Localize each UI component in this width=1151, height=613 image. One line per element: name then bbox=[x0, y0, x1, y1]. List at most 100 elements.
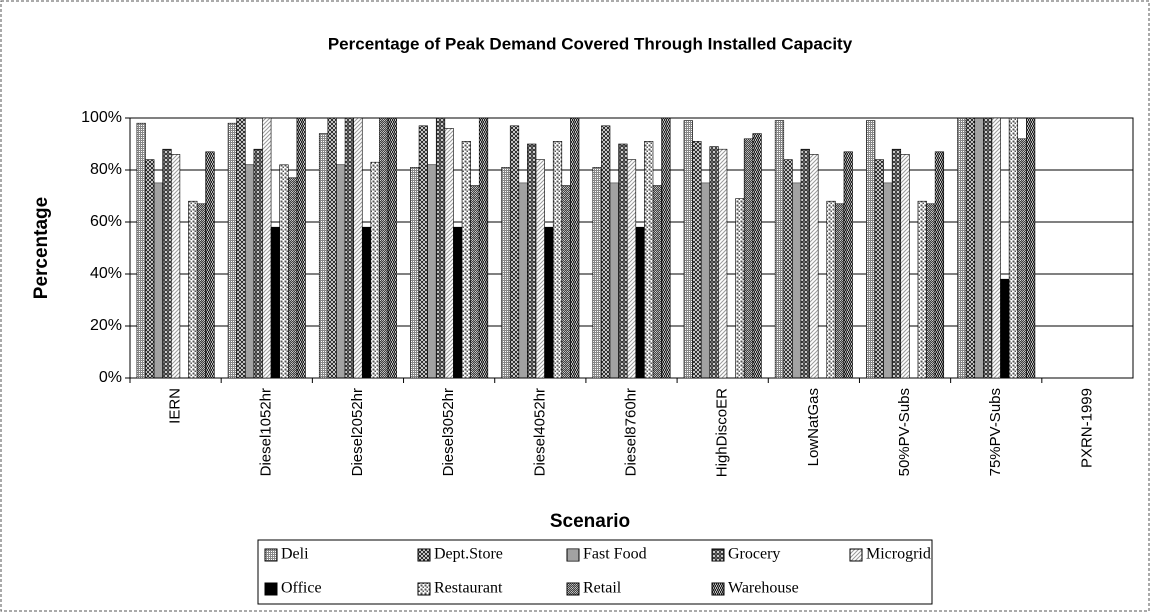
y-tick-label: 100% bbox=[81, 109, 122, 126]
y-tick-label: 20% bbox=[90, 317, 122, 334]
bar bbox=[835, 203, 845, 379]
bar bbox=[427, 164, 437, 379]
legend-label: Office bbox=[281, 580, 322, 597]
bar bbox=[809, 154, 819, 379]
bar bbox=[244, 164, 255, 379]
bar bbox=[361, 226, 372, 379]
bar bbox=[709, 146, 719, 379]
bar bbox=[934, 151, 945, 379]
bar bbox=[783, 159, 793, 379]
bar bbox=[874, 159, 884, 379]
legend-swatch bbox=[849, 548, 863, 562]
bar bbox=[718, 148, 728, 379]
x-tick-label: Diesel2052hr bbox=[349, 388, 366, 476]
bar bbox=[501, 167, 511, 379]
bar bbox=[236, 117, 246, 379]
bar bbox=[410, 167, 420, 379]
bar bbox=[661, 117, 671, 379]
bar bbox=[318, 133, 329, 379]
bar bbox=[609, 182, 619, 379]
bar bbox=[535, 159, 545, 379]
bar bbox=[1000, 278, 1010, 379]
bar bbox=[774, 120, 785, 379]
bar bbox=[444, 128, 454, 379]
bar bbox=[1026, 117, 1036, 379]
bar bbox=[561, 185, 571, 379]
legend-label: Restaurant bbox=[434, 580, 503, 597]
bar bbox=[188, 200, 198, 379]
legend-swatch bbox=[264, 548, 278, 562]
bar bbox=[957, 117, 967, 379]
bar bbox=[344, 117, 354, 379]
bar bbox=[692, 141, 702, 379]
legend-swatch bbox=[417, 548, 431, 562]
bar bbox=[418, 125, 428, 379]
bar bbox=[792, 182, 802, 379]
bar bbox=[926, 203, 936, 379]
x-axis-label: Scenario bbox=[550, 511, 630, 532]
bar bbox=[826, 200, 836, 379]
bar bbox=[866, 120, 876, 379]
bar bbox=[883, 182, 893, 379]
legend-label: Fast Food bbox=[583, 546, 647, 563]
bar bbox=[652, 185, 662, 379]
bar bbox=[153, 182, 163, 379]
bar bbox=[900, 154, 910, 379]
bar bbox=[592, 167, 602, 379]
bar bbox=[453, 226, 463, 379]
x-tick-label: PXRN-1999 bbox=[1078, 388, 1095, 468]
y-tick-label: 0% bbox=[99, 369, 122, 386]
legend-swatch bbox=[417, 582, 431, 596]
bar bbox=[327, 117, 337, 379]
bar bbox=[965, 117, 976, 379]
legend-label: Deli bbox=[281, 546, 309, 563]
legend-label: Microgrid bbox=[866, 546, 931, 563]
x-tick-label: IERN bbox=[167, 388, 184, 424]
bar bbox=[336, 164, 346, 379]
bar bbox=[387, 117, 397, 379]
x-tick-label: LowNatGas bbox=[805, 388, 822, 466]
x-tick-label: Diesel4052hr bbox=[531, 388, 548, 476]
bar bbox=[136, 122, 146, 379]
bar bbox=[379, 117, 389, 379]
legend-label: Dept.Store bbox=[434, 546, 503, 563]
y-axis-label: Percentage bbox=[31, 197, 52, 299]
legend-swatch bbox=[566, 582, 580, 596]
legend-swatch bbox=[566, 548, 580, 562]
bar bbox=[196, 203, 206, 379]
bar bbox=[470, 185, 480, 379]
legend-label: Retail bbox=[583, 580, 622, 597]
bar bbox=[752, 133, 762, 379]
y-tick-label: 80% bbox=[90, 161, 122, 178]
bar bbox=[296, 117, 306, 379]
x-tick-label: HighDiscoER bbox=[714, 388, 731, 477]
bar bbox=[270, 226, 280, 379]
bar bbox=[162, 148, 172, 379]
bar bbox=[370, 161, 380, 379]
bar bbox=[917, 200, 927, 379]
bar bbox=[1017, 138, 1027, 379]
bar bbox=[509, 125, 520, 379]
bar bbox=[279, 164, 289, 379]
bar bbox=[262, 117, 272, 379]
bar bbox=[843, 151, 853, 379]
bar bbox=[800, 148, 810, 379]
legend-label: Warehouse bbox=[728, 580, 799, 597]
bar bbox=[983, 117, 993, 379]
bar bbox=[205, 151, 215, 379]
bar bbox=[891, 148, 902, 379]
bar bbox=[974, 117, 984, 379]
bar bbox=[683, 120, 693, 379]
legend-swatch bbox=[711, 548, 725, 562]
bar bbox=[635, 226, 645, 379]
bar bbox=[435, 117, 446, 379]
y-tick-label: 40% bbox=[90, 265, 122, 282]
bar bbox=[253, 148, 263, 379]
bar bbox=[570, 117, 580, 379]
x-tick-label: 75%PV-Subs bbox=[987, 388, 1004, 476]
legend-label: Grocery bbox=[728, 546, 780, 563]
bar bbox=[518, 182, 528, 379]
bar bbox=[478, 117, 489, 379]
